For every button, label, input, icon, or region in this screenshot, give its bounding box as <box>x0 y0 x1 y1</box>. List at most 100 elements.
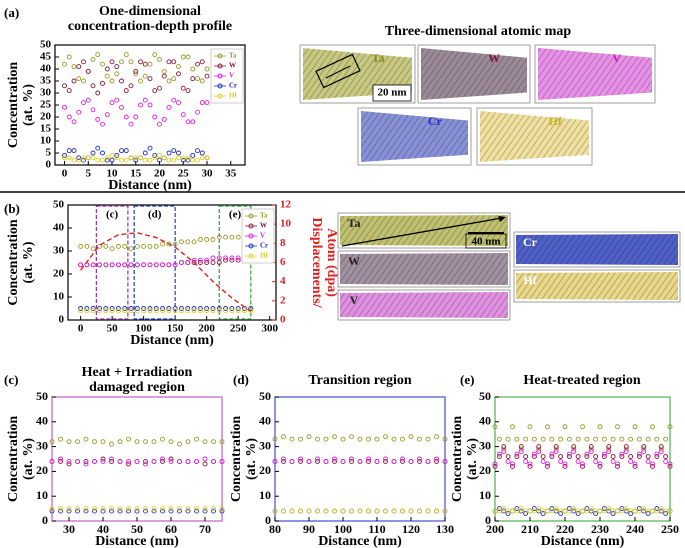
x-tick-label: 30 <box>63 522 75 536</box>
data-point <box>58 506 63 512</box>
data-point <box>147 102 153 108</box>
data-point <box>549 451 555 457</box>
data-point <box>575 511 581 517</box>
data-point <box>76 155 82 161</box>
data-point <box>641 506 647 512</box>
data-point <box>510 463 515 469</box>
data-point <box>408 434 414 440</box>
data-point <box>523 459 529 464</box>
data-point <box>95 90 101 96</box>
data-point <box>104 157 110 163</box>
y-tick-label: 40 <box>40 63 52 75</box>
data-point <box>195 109 200 115</box>
data-point <box>172 308 178 314</box>
data-point <box>119 157 124 163</box>
data-point <box>185 239 191 245</box>
data-point <box>66 508 72 514</box>
data-point <box>332 508 337 514</box>
data-point <box>219 506 225 512</box>
data-point <box>235 255 241 261</box>
data-point <box>654 454 660 459</box>
data-point <box>272 508 278 514</box>
data-point <box>332 434 337 440</box>
x-tick-label: 210 <box>521 522 539 536</box>
data-point <box>536 506 542 512</box>
data-point <box>76 76 82 82</box>
data-point <box>235 308 241 314</box>
y-tick-label: 0 <box>59 314 65 326</box>
data-point <box>179 306 184 311</box>
data-point <box>553 506 559 512</box>
data-point <box>75 439 80 445</box>
data-point <box>658 449 664 455</box>
data-point <box>100 508 106 514</box>
data-point <box>177 459 182 464</box>
data-point <box>133 155 139 161</box>
y-axis-label: Concentration <box>450 416 465 503</box>
data-point <box>66 459 72 464</box>
data-point <box>71 119 77 125</box>
region-label: (d) <box>148 209 162 221</box>
data-point <box>615 461 620 467</box>
plot-frame <box>274 396 446 522</box>
data-point <box>171 157 177 163</box>
data-point <box>177 508 182 514</box>
data-point <box>138 78 143 84</box>
panel-label: (a) <box>4 5 19 20</box>
data-point <box>185 459 191 464</box>
y-tick-label: 25 <box>40 99 52 111</box>
data-point <box>199 155 205 161</box>
data-point <box>171 97 177 103</box>
data-point <box>78 243 84 249</box>
data-point <box>610 511 616 517</box>
data-point <box>632 424 638 430</box>
data-point <box>71 64 77 70</box>
data-point <box>636 508 642 514</box>
data-point <box>90 107 96 113</box>
data-point <box>78 308 84 314</box>
data-point <box>185 157 191 163</box>
data-point <box>549 454 555 459</box>
data-point <box>223 308 229 314</box>
y-tick-label: 30 <box>53 245 65 257</box>
data-point <box>536 449 542 455</box>
data-point <box>95 116 101 122</box>
data-point <box>151 459 157 464</box>
x-tick-label: 120 <box>402 522 420 536</box>
data-point <box>518 444 524 450</box>
data-point <box>171 76 177 82</box>
data-point <box>323 459 329 464</box>
data-point <box>514 454 520 459</box>
data-point <box>81 100 86 106</box>
data-point <box>97 243 102 249</box>
data-point <box>147 157 153 163</box>
atom-map-texture <box>361 111 468 162</box>
data-point <box>97 306 102 311</box>
data-point <box>229 234 235 240</box>
data-point <box>176 155 181 161</box>
panel-label: (b) <box>4 201 20 216</box>
map-label: Ta <box>372 51 385 65</box>
data-point <box>223 255 229 261</box>
data-point <box>349 434 354 440</box>
x-tick-label: 300 <box>261 323 278 335</box>
data-point <box>235 257 241 263</box>
data-point <box>143 439 148 445</box>
data-point <box>90 56 96 62</box>
legend-marker <box>217 83 223 89</box>
data-point <box>66 461 72 467</box>
data-point <box>434 459 439 464</box>
data-point <box>160 459 165 464</box>
data-point <box>152 88 158 94</box>
data-point <box>615 463 620 469</box>
data-point <box>645 454 651 459</box>
data-point <box>166 78 172 84</box>
data-point <box>109 456 114 462</box>
data-point <box>49 506 55 512</box>
data-point <box>332 456 337 462</box>
x-axis-label: Distance (nm) <box>108 178 192 193</box>
data-point <box>115 262 121 268</box>
data-point <box>104 112 110 118</box>
data-point <box>147 306 153 311</box>
data-point <box>204 100 210 106</box>
